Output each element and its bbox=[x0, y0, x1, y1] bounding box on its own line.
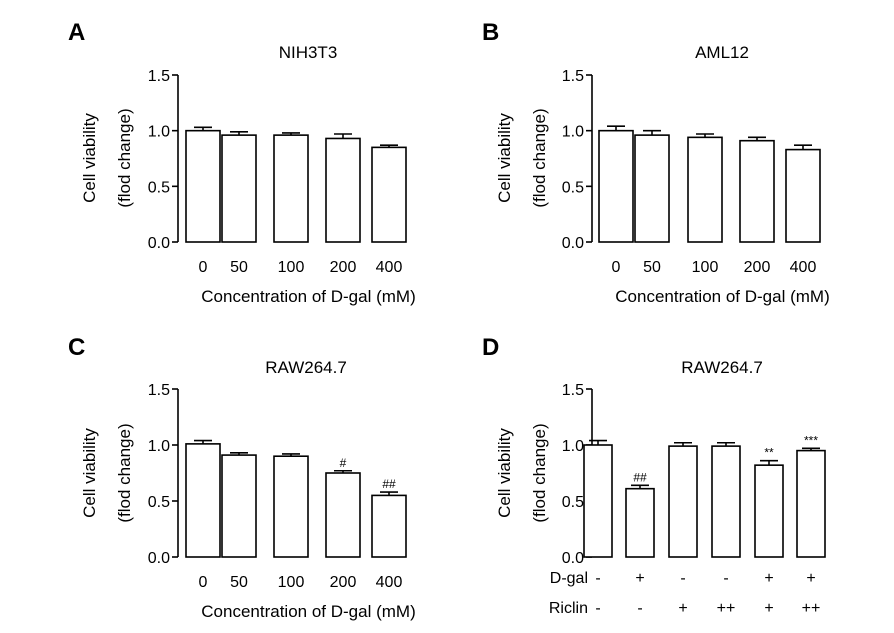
x-tick-label: 0 bbox=[199, 574, 208, 591]
bar bbox=[185, 443, 221, 558]
panel-d: D RAW264.7 0.0 0.5 1.0 1.5 Cell viability (flod… bbox=[482, 334, 826, 617]
y-tick-label: 1.5 bbox=[148, 382, 170, 399]
panel-letter: C bbox=[68, 334, 85, 361]
row-value: - bbox=[637, 600, 642, 617]
x-tick-label: 50 bbox=[643, 259, 661, 276]
significance-mark: ## bbox=[633, 470, 647, 484]
panel-title: AML12 bbox=[695, 43, 749, 62]
panel-title: RAW264.7 bbox=[681, 358, 763, 377]
panel-title: NIH3T3 bbox=[279, 43, 338, 62]
bar bbox=[583, 444, 613, 558]
bar bbox=[221, 454, 257, 558]
x-tick-label: 200 bbox=[330, 259, 357, 276]
x-tick-label: 50 bbox=[230, 259, 248, 276]
bar bbox=[754, 464, 784, 558]
y-tick-label: 0.5 bbox=[148, 179, 170, 196]
row-value: + bbox=[764, 600, 773, 617]
y-tick-label: 1.5 bbox=[148, 68, 170, 85]
panel-a: A NIH3T3 0.0 0.5 1.0 1.5 Cell viability (flod c… bbox=[68, 19, 416, 306]
y-axis-label: Cell viability bbox=[80, 428, 99, 518]
x-axis-label: Concentration of D-gal (mM) bbox=[201, 287, 415, 306]
x-tick-label: 400 bbox=[790, 259, 817, 276]
y-tick-label: 1.0 bbox=[148, 438, 170, 455]
bar bbox=[625, 487, 655, 558]
y-tick-label: 0.5 bbox=[148, 494, 170, 511]
row-value: + bbox=[635, 570, 644, 587]
row-value: + bbox=[806, 570, 815, 587]
y-axis-label: Cell viability bbox=[495, 113, 514, 203]
row-value: + bbox=[678, 600, 687, 617]
bar bbox=[325, 472, 361, 558]
bar bbox=[687, 136, 723, 243]
y-tick-label: 1.0 bbox=[148, 124, 170, 141]
row-label: D-gal bbox=[550, 570, 588, 587]
panel-letter: B bbox=[482, 19, 499, 46]
panel-title: RAW264.7 bbox=[265, 358, 347, 377]
bar bbox=[785, 148, 821, 243]
y-axis-label: (flod change) bbox=[530, 423, 549, 522]
y-axis-label: (flod change) bbox=[530, 108, 549, 207]
panel-c: C RAW264.7 0.0 0.5 1.0 1.5 Cell viability (flod… bbox=[68, 334, 416, 621]
panel-b: B AML12 0.0 0.5 1.0 1.5 Cell viability (flod ch… bbox=[482, 19, 830, 306]
x-tick-label: 100 bbox=[278, 574, 305, 591]
y-tick-label: 0.0 bbox=[562, 550, 584, 567]
significance-mark: # bbox=[340, 456, 347, 470]
panel-letter: D bbox=[482, 334, 499, 361]
x-tick-label: 400 bbox=[376, 259, 403, 276]
y-axis-label: Cell viability bbox=[80, 113, 99, 203]
bar bbox=[273, 134, 309, 243]
y-tick-label: 1.5 bbox=[562, 68, 584, 85]
x-axis-label: Concentration of D-gal (mM) bbox=[615, 287, 829, 306]
x-tick-label: 0 bbox=[612, 259, 621, 276]
x-tick-label: 50 bbox=[230, 574, 248, 591]
y-axis-label: (flod change) bbox=[115, 108, 134, 207]
row-value: - bbox=[595, 570, 600, 587]
bar bbox=[185, 129, 221, 243]
bar bbox=[273, 455, 309, 558]
bar bbox=[371, 494, 407, 558]
bar bbox=[634, 134, 670, 243]
row-value: ++ bbox=[717, 600, 736, 617]
bar bbox=[325, 137, 361, 243]
y-tick-label: 0.5 bbox=[562, 179, 584, 196]
y-tick-label: 1.0 bbox=[562, 124, 584, 141]
bar bbox=[371, 146, 407, 243]
row-value: - bbox=[680, 570, 685, 587]
row-value: ++ bbox=[802, 600, 821, 617]
y-tick-label: 0.0 bbox=[148, 235, 170, 252]
bar bbox=[668, 445, 698, 558]
row-label: Riclin bbox=[549, 600, 588, 617]
x-tick-label: 100 bbox=[278, 259, 305, 276]
bar bbox=[796, 449, 826, 558]
y-tick-label: 0.0 bbox=[562, 235, 584, 252]
row-value: + bbox=[764, 570, 773, 587]
bar bbox=[739, 139, 775, 243]
significance-mark: ## bbox=[382, 477, 396, 491]
x-tick-label: 400 bbox=[376, 574, 403, 591]
x-tick-label: 200 bbox=[744, 259, 771, 276]
x-tick-label: 200 bbox=[330, 574, 357, 591]
x-axis-label: Concentration of D-gal (mM) bbox=[201, 602, 415, 621]
y-tick-label: 1.0 bbox=[562, 438, 584, 455]
y-axis-label: Cell viability bbox=[495, 428, 514, 518]
bar bbox=[221, 134, 257, 243]
bar bbox=[711, 445, 741, 558]
panel-letter: A bbox=[68, 19, 85, 46]
y-tick-label: 0.0 bbox=[148, 550, 170, 567]
bar bbox=[598, 129, 634, 243]
y-tick-label: 1.5 bbox=[562, 382, 584, 399]
x-tick-label: 100 bbox=[692, 259, 719, 276]
significance-mark: ** bbox=[764, 446, 774, 460]
row-value: - bbox=[595, 600, 600, 617]
x-tick-label: 0 bbox=[199, 259, 208, 276]
significance-mark: *** bbox=[804, 433, 818, 447]
row-value: - bbox=[723, 570, 728, 587]
y-axis-label: (flod change) bbox=[115, 423, 134, 522]
y-tick-label: 0.5 bbox=[562, 494, 584, 511]
